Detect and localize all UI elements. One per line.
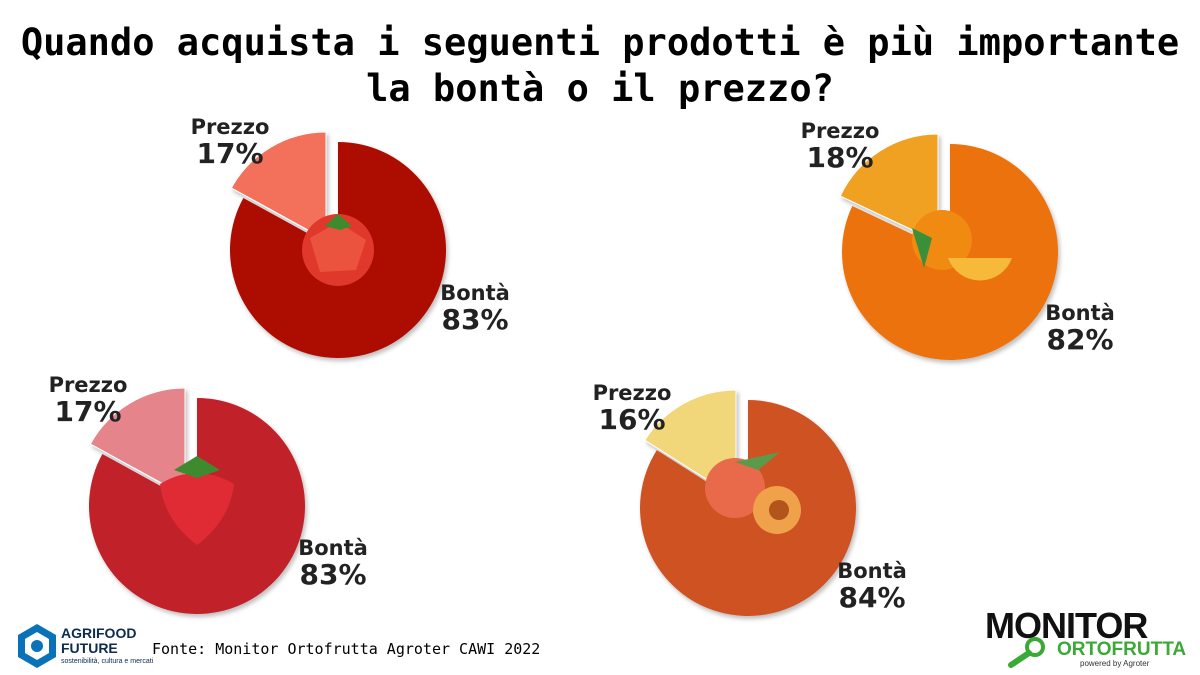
slice-label: Bontà	[837, 559, 907, 583]
strawberry-icon	[160, 456, 234, 545]
slice-label: Prezzo	[190, 115, 270, 139]
slice-label: Prezzo	[592, 381, 672, 405]
slice-value: 17%	[54, 395, 122, 429]
slice-value: 18%	[806, 141, 874, 175]
powered-by-text: powered by Agroter	[1080, 659, 1150, 668]
magnifier-icon	[1008, 637, 1045, 668]
future-text: FUTURE	[61, 640, 118, 656]
slice-value: 84%	[838, 581, 906, 615]
hexagon-logo-icon	[18, 624, 56, 668]
label-bonta-3: Bontà 83%	[283, 536, 383, 592]
slice-label: Prezzo	[800, 119, 880, 143]
label-prezzo-4: Prezzo 16%	[582, 381, 682, 437]
chart-title: Quando acquista i seguenti prodotti è pi…	[0, 20, 1200, 112]
title-line-2: la bontà o il prezzo?	[366, 67, 834, 110]
label-prezzo-1: Prezzo 17%	[180, 115, 280, 171]
slice-label: Bontà	[440, 281, 510, 305]
source-note: Fonte: Monitor Ortofrutta Agroter CAWI 2…	[152, 640, 541, 658]
ortofrutta-text: ORTOFRUTTA	[1057, 639, 1187, 660]
tomato-icon	[302, 214, 374, 286]
slice-value: 17%	[196, 137, 264, 171]
slice-value: 82%	[1046, 323, 1114, 357]
slice-value: 83%	[299, 558, 367, 592]
monitor-ortofrutta-logo: MONITOR ORTOFRUTTA powered by Agroter	[985, 605, 1187, 670]
peach-icon	[705, 452, 801, 534]
label-bonta-1: Bontà 83%	[425, 281, 525, 337]
slice-value: 16%	[598, 403, 666, 437]
title-line-1: Quando acquista i seguenti prodotti è pi…	[20, 21, 1180, 64]
slice-value: 83%	[441, 303, 509, 337]
label-bonta-2: Bontà 82%	[1030, 301, 1130, 357]
slice-prezzo	[89, 387, 186, 497]
slice-prezzo	[839, 133, 939, 243]
label-prezzo-2: Prezzo 18%	[790, 119, 890, 175]
orange-icon	[912, 210, 1012, 281]
slice-label: Prezzo	[48, 373, 128, 397]
slice-label: Bontà	[1045, 301, 1115, 325]
monitor-text: MONITOR	[985, 605, 1148, 646]
agrifood-future-logo: AGRIFOOD FUTURE sostenibilità, cultura e…	[15, 622, 155, 670]
agrifood-tagline: sostenibilità, cultura e mercati	[61, 658, 154, 665]
slice-label: Bontà	[298, 536, 368, 560]
label-bonta-4: Bontà 84%	[822, 559, 922, 615]
slice-prezzo	[230, 131, 327, 241]
label-prezzo-3: Prezzo 17%	[38, 373, 138, 429]
agrifood-text: AGRIFOOD	[61, 625, 137, 641]
